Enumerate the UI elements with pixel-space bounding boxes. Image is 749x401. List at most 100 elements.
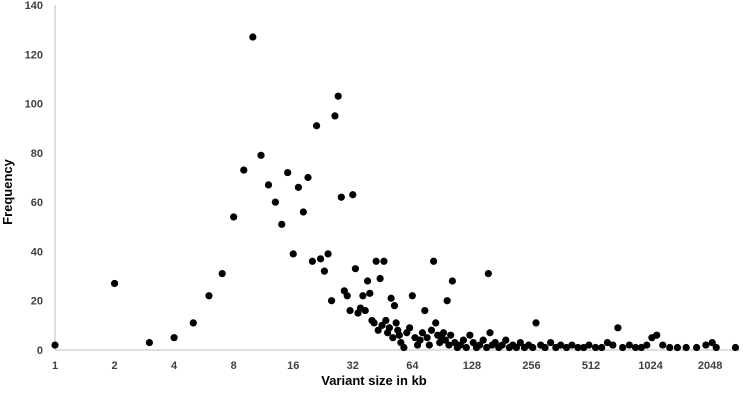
data-point — [532, 319, 540, 327]
data-point — [448, 277, 456, 285]
x-tick-labels: 1 2 4 8 16 32 64 128 256 512 1024 2048 — [52, 360, 722, 372]
data-point — [284, 168, 292, 177]
data-point — [378, 321, 386, 329]
data-point — [432, 319, 440, 327]
data-point — [659, 341, 667, 349]
x-tick-label: 4 — [171, 360, 178, 372]
y-tick-label: 40 — [31, 246, 43, 258]
data-point — [380, 257, 388, 265]
data-point — [631, 343, 640, 352]
data-point — [585, 341, 593, 349]
data-point — [443, 297, 451, 305]
data-point — [516, 339, 524, 347]
y-tick-label: 0 — [37, 345, 43, 357]
data-point — [390, 302, 399, 310]
x-tick-label: 16 — [287, 360, 299, 372]
data-point — [230, 213, 238, 221]
data-point — [462, 343, 470, 352]
data-point — [331, 112, 339, 120]
data-point — [271, 198, 279, 206]
data-point — [346, 306, 354, 315]
y-tick-label: 20 — [31, 296, 43, 308]
data-point — [240, 166, 248, 174]
data-point — [568, 341, 576, 349]
data-point — [408, 292, 416, 300]
data-point — [682, 343, 690, 352]
y-tick-label: 60 — [31, 197, 43, 209]
data-point — [205, 292, 213, 300]
x-axis-title: Variant size in kb — [321, 373, 427, 388]
x-tick-label: 1 — [52, 360, 58, 372]
data-point — [562, 343, 571, 352]
data-point — [666, 343, 674, 352]
data-point — [423, 334, 431, 342]
data-point — [483, 343, 491, 352]
data-point — [349, 191, 357, 199]
data-point — [445, 341, 453, 349]
axes — [54, 5, 740, 351]
data-point — [603, 339, 612, 347]
data-point — [529, 343, 537, 352]
data-point — [447, 331, 455, 339]
x-tick-label: 256 — [522, 360, 540, 372]
data-point — [425, 341, 433, 349]
data-point — [637, 343, 645, 352]
data-point — [643, 341, 651, 349]
x-tick-label: 32 — [347, 360, 359, 372]
data-point — [557, 341, 565, 349]
data-point — [385, 324, 393, 332]
data-point — [430, 257, 438, 265]
y-tick-label: 80 — [31, 148, 43, 160]
data-point — [327, 297, 336, 305]
data-point — [257, 151, 265, 159]
y-tick-label: 120 — [25, 49, 43, 61]
y-tick-labels: 0 20 40 60 80 100 120 140 — [25, 0, 43, 357]
data-point — [479, 336, 487, 344]
data-point — [363, 277, 372, 285]
data-point — [351, 265, 360, 273]
data-point — [466, 331, 474, 339]
data-point — [312, 122, 321, 130]
data-point — [400, 343, 408, 352]
data-point — [591, 343, 600, 352]
data-point — [498, 341, 506, 349]
data-point — [361, 306, 369, 315]
data-point — [376, 274, 384, 283]
data-point — [574, 343, 582, 352]
data-point — [372, 257, 380, 265]
y-tick-label: 100 — [25, 99, 43, 111]
data-point — [418, 329, 427, 337]
data-point — [308, 257, 316, 265]
data-point — [673, 343, 682, 352]
data-point — [731, 343, 740, 352]
data-point — [299, 208, 307, 216]
data-point — [337, 193, 345, 201]
data-point — [218, 270, 226, 278]
data-point — [389, 334, 397, 342]
data-point — [421, 306, 429, 315]
data-point — [486, 329, 494, 337]
data-point — [316, 255, 325, 263]
data-point — [708, 339, 716, 347]
data-point — [598, 343, 606, 352]
x-tick-label: 8 — [231, 360, 237, 372]
x-tick-label: 64 — [406, 360, 419, 372]
data-point — [320, 267, 329, 275]
data-point — [702, 341, 710, 349]
data-point — [304, 173, 312, 182]
data-point — [294, 183, 303, 191]
y-tick-label: 140 — [25, 0, 43, 12]
data-point — [512, 343, 521, 352]
data-point — [374, 326, 382, 334]
data-point — [264, 181, 273, 189]
data-point — [502, 336, 510, 344]
data-point — [324, 250, 332, 258]
data-point — [406, 324, 414, 332]
data-point — [693, 343, 701, 352]
data-point — [392, 319, 400, 327]
data-point — [609, 341, 617, 349]
data-point — [278, 220, 286, 228]
data-point — [359, 292, 367, 300]
data-point — [653, 331, 661, 339]
